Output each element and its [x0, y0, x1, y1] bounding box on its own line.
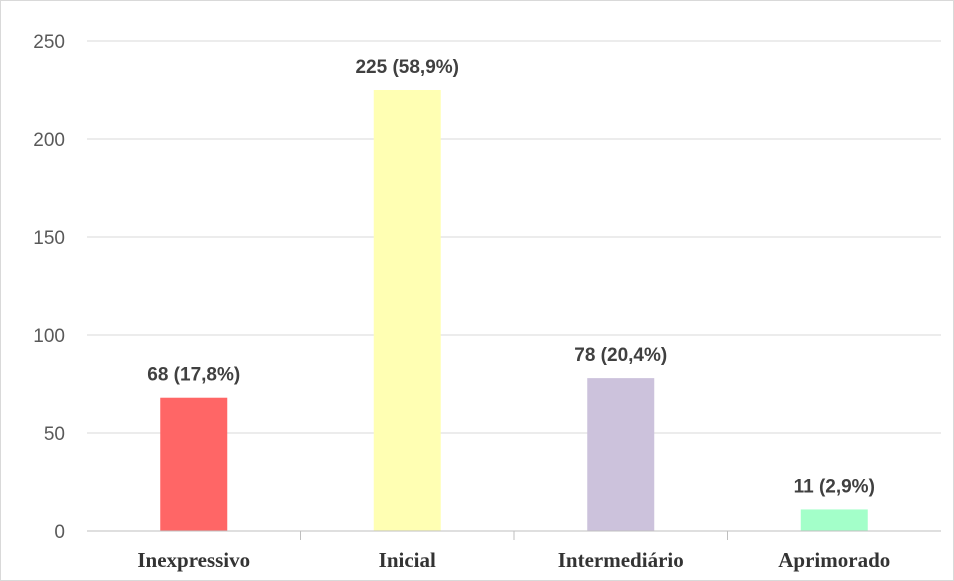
x-category-label: Intermediário [558, 548, 684, 572]
y-axis-tick-labels: 0 50 100 150 200 250 [33, 32, 65, 543]
bar-intermediário [587, 378, 655, 531]
x-axis: Inexpressivo Inicial Intermediário Aprimora… [87, 530, 941, 572]
y-tick-label: 0 [54, 522, 65, 543]
bars [160, 90, 868, 531]
x-category-label: Aprimorado [778, 548, 890, 572]
data-label: 11 (2,9%) [794, 476, 875, 497]
x-category-label: Inexpressivo [137, 548, 250, 572]
gridlines [87, 40, 941, 434]
bar-inexpressivo [160, 397, 228, 531]
bar-aprimorado [800, 509, 868, 531]
y-tick-label: 250 [33, 32, 65, 53]
y-tick-label: 200 [33, 130, 65, 151]
x-category-label: Inicial [379, 548, 436, 572]
data-label: 68 (17,8%) [147, 365, 240, 386]
y-tick-label: 100 [33, 326, 65, 347]
data-label: 225 (58,9%) [355, 57, 459, 78]
data-label: 78 (20,4%) [574, 345, 667, 366]
y-tick-label: 50 [44, 424, 65, 445]
y-tick-label: 150 [33, 228, 65, 249]
data-labels: 68 (17,8%) 225 (58,9%) 78 (20,4%) 11 (2,9%) [147, 57, 875, 497]
bar-inicial [373, 90, 441, 531]
